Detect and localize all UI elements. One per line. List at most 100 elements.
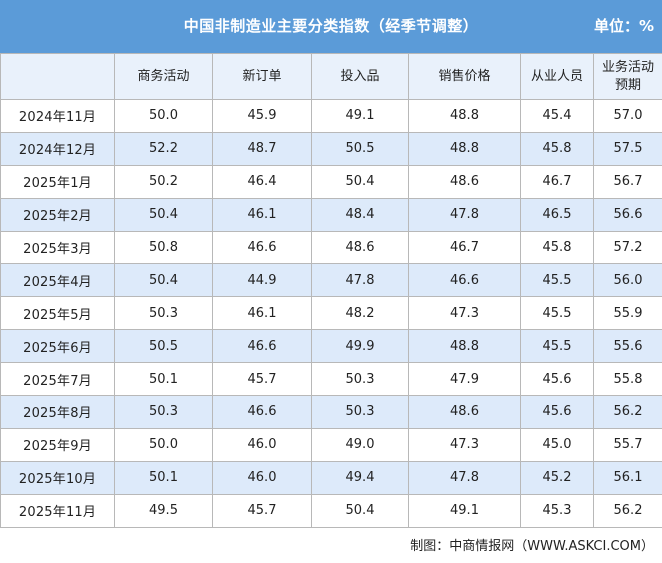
table-cell: 56.0 [593, 263, 662, 298]
table-cell: 50.4 [311, 493, 409, 528]
table-row: 2025年11月 49.5 45.7 50.4 49.1 45.3 56.2 [0, 493, 662, 528]
table-cell: 50.3 [114, 395, 213, 429]
table-row: 2025年6月 50.5 46.6 49.9 48.8 45.5 55.6 [0, 329, 662, 364]
table-cell: 46.6 [212, 395, 312, 429]
table-row: 2025年7月 50.1 45.7 50.3 47.9 45.6 55.8 [0, 362, 662, 397]
table-cell: 57.2 [593, 230, 662, 265]
table-cell: 48.8 [408, 329, 521, 364]
table-body: 2024年11月 50.0 45.9 49.1 48.8 45.4 57.0 2024年12月… [0, 99, 662, 528]
table-cell: 45.4 [520, 99, 594, 133]
table-cell: 46.0 [212, 460, 312, 495]
table-cell: 48.6 [408, 395, 521, 429]
table-cell: 45.8 [520, 230, 594, 265]
table-cell: 57.0 [593, 99, 662, 133]
table-cell: 55.6 [593, 329, 662, 364]
table-cell: 47.8 [408, 197, 521, 232]
table-row: 2025年5月 50.3 46.1 48.2 47.3 45.5 55.9 [0, 296, 662, 331]
header-line: 预期 [614, 77, 641, 93]
row-label-month: 2025年2月 [0, 197, 115, 232]
table-cell: 55.9 [593, 296, 662, 331]
table-row: 2025年8月 50.3 46.6 50.3 48.6 45.6 56.2 [0, 395, 662, 429]
table-cell: 56.2 [593, 395, 662, 429]
table-row: 2025年4月 50.4 44.9 47.8 46.6 45.5 56.0 [0, 263, 662, 298]
row-label-month: 2025年9月 [0, 427, 115, 462]
table-cell: 50.3 [311, 362, 409, 397]
table-cell: 46.1 [212, 296, 312, 331]
table-cell: 49.9 [311, 329, 409, 364]
unit-label: 单位：% [593, 17, 654, 35]
table-cell: 45.6 [520, 362, 594, 397]
table-cell: 48.2 [311, 296, 409, 331]
header-cell: 商务活动 [114, 53, 213, 100]
header-line: 业务活动 [601, 59, 654, 75]
row-label-month: 2025年7月 [0, 362, 115, 397]
data-table: 商务活动 新订单 投入品 销售价格 从业人员 业务活动 预期 2024年11月 50.0 45.… [0, 53, 662, 528]
table-cell: 50.4 [311, 164, 409, 199]
header-cell: 销售价格 [408, 53, 521, 100]
row-label-month: 2025年8月 [0, 395, 115, 429]
header-cell: 新订单 [212, 53, 312, 100]
row-label-month: 2025年5月 [0, 296, 115, 331]
header-cell: 从业人员 [520, 53, 594, 100]
table-cell: 49.1 [311, 99, 409, 133]
table-cell: 48.8 [408, 99, 521, 133]
row-label-month: 2025年3月 [0, 230, 115, 265]
table-cell: 47.3 [408, 427, 521, 462]
table-cell: 45.5 [520, 296, 594, 331]
table-cell: 46.6 [212, 329, 312, 364]
table-cell: 56.7 [593, 164, 662, 199]
table-cell: 50.3 [311, 395, 409, 429]
table-cell: 56.1 [593, 460, 662, 495]
table-cell: 44.9 [212, 263, 312, 298]
table-cell: 50.1 [114, 362, 213, 397]
table-cell: 45.2 [520, 460, 594, 495]
header-cell: 业务活动 预期 [593, 53, 662, 100]
table-cell: 45.6 [520, 395, 594, 429]
table-cell: 45.3 [520, 493, 594, 528]
table-row: 2025年9月 50.0 46.0 49.0 47.3 45.0 55.7 [0, 427, 662, 462]
header-cell: 投入品 [311, 53, 409, 100]
table-cell: 50.4 [114, 197, 213, 232]
table-row: 2024年12月 52.2 48.7 50.5 48.8 45.8 57.5 [0, 131, 662, 166]
table-cell: 45.8 [520, 131, 594, 166]
table-row: 2024年11月 50.0 45.9 49.1 48.8 45.4 57.0 [0, 99, 662, 133]
table-cell: 50.5 [114, 329, 213, 364]
table-cell: 50.2 [114, 164, 213, 199]
table-cell: 48.8 [408, 131, 521, 166]
table-cell: 48.6 [408, 164, 521, 199]
row-label-month: 2024年11月 [0, 99, 115, 133]
row-label-month: 2025年11月 [0, 493, 115, 528]
table-cell: 50.0 [114, 427, 213, 462]
table-cell: 47.3 [408, 296, 521, 331]
table-cell: 45.7 [212, 493, 312, 528]
table-cell: 48.7 [212, 131, 312, 166]
table-cell: 46.0 [212, 427, 312, 462]
table-cell: 56.6 [593, 197, 662, 232]
table-cell: 49.5 [114, 493, 213, 528]
row-label-month: 2024年12月 [0, 131, 115, 166]
table-cell: 52.2 [114, 131, 213, 166]
table-cell: 46.7 [408, 230, 521, 265]
table-row: 2025年3月 50.8 46.6 48.6 46.7 45.8 57.2 [0, 230, 662, 265]
row-label-month: 2025年6月 [0, 329, 115, 364]
table-cell: 50.0 [114, 99, 213, 133]
table-cell: 50.1 [114, 460, 213, 495]
header-cell-corner [0, 53, 115, 100]
table-row: 2025年1月 50.2 46.4 50.4 48.6 46.7 56.7 [0, 164, 662, 199]
table-cell: 50.8 [114, 230, 213, 265]
table-cell: 50.4 [114, 263, 213, 298]
table-cell: 47.8 [311, 263, 409, 298]
table-cell: 56.2 [593, 493, 662, 528]
table-cell: 46.5 [520, 197, 594, 232]
table-cell: 45.0 [520, 427, 594, 462]
table-cell: 45.7 [212, 362, 312, 397]
table-cell: 48.6 [311, 230, 409, 265]
source-credit: 制图：中商情报网（WWW.ASKCI.COM） [410, 539, 654, 554]
table-cell: 46.1 [212, 197, 312, 232]
table-cell: 49.4 [311, 460, 409, 495]
table-cell: 57.5 [593, 131, 662, 166]
table-header: 商务活动 新订单 投入品 销售价格 从业人员 业务活动预期 [0, 53, 662, 100]
table-cell: 46.7 [520, 164, 594, 199]
table-cell: 46.4 [212, 164, 312, 199]
